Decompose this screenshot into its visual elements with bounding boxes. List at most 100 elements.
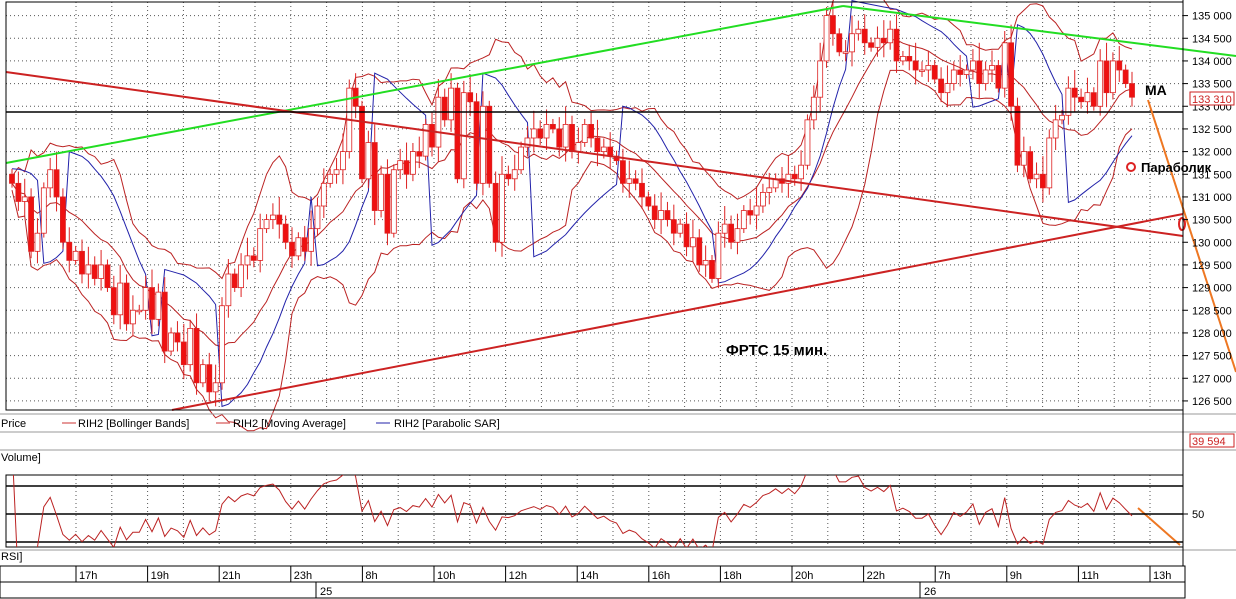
candle-body [702,259,709,266]
y-tick-label: 132 000 [1192,147,1232,159]
candle-body [893,28,900,62]
rsi-tick-label: 50 [1192,509,1204,521]
candle-body [85,264,92,275]
candle-body [1046,137,1053,189]
candle-body [320,182,327,207]
candle-body [225,273,232,307]
candle-body [301,237,308,252]
candle-body [931,65,938,80]
candle-body [21,196,28,202]
volume-value-label: 39 594 [1192,436,1226,448]
candle-body [333,169,340,175]
candle-body [72,250,79,261]
candle-body [791,173,798,180]
candle-body [142,287,149,311]
candle-body [365,142,372,180]
x-tick-label: 9h [1010,570,1022,582]
candle-body [950,69,957,84]
candle-body [1103,60,1110,94]
candle-body [721,223,728,234]
candle-body [371,142,378,211]
candle-body [715,232,722,279]
day-label: 25 [320,586,332,598]
candle-body [1084,92,1091,103]
candle-body [473,101,480,184]
y-tick-label: 131 500 [1192,169,1232,181]
candle-body [925,65,932,71]
candle-body [149,287,155,320]
y-tick-label: 131 000 [1192,192,1232,204]
candle-body [836,33,843,53]
candle-body [785,173,792,184]
legend-bollinger-bands: RIH2 [Bollinger Bands] [78,418,189,430]
candle-body [416,151,423,157]
y-tick-label: 129 500 [1192,260,1232,272]
x-tick-label: 10h [437,570,455,582]
candle-body [492,182,499,243]
candle-body [1122,69,1129,84]
y-tick-label: 134 000 [1192,56,1232,68]
candle-body [900,56,906,62]
candle-body [830,15,836,35]
candle-body [747,210,754,216]
y-tick-label: 130 000 [1192,237,1232,249]
orange-forecast-arrow [1147,99,1236,373]
candle-body [798,164,804,180]
candle-body [454,87,461,180]
candle-body [244,255,251,266]
candle-body [270,214,276,220]
candle-body [518,146,524,171]
candle-body [441,96,448,121]
candle-body [429,124,435,148]
candle-body [938,78,944,94]
legend-moving-average: RIH2 [Moving Average] [233,418,346,430]
candle-body [206,364,213,393]
candle-body [276,214,283,225]
x-tick-label: 11h [1081,570,1099,582]
candle-body [219,305,225,384]
candle-body [588,124,594,139]
x-tick-label: 12h [509,570,527,582]
last-price-box [1189,91,1235,106]
candle-body [359,105,365,180]
y-tick-label: 127 000 [1192,373,1232,385]
candle-body [957,69,964,75]
candle-body [282,223,289,243]
candle-body [709,259,715,279]
candle-body [238,264,244,288]
candle-body [550,124,556,130]
candle-body [410,151,416,175]
candle-body [600,146,607,152]
candle-body [620,160,626,184]
candle-body [810,96,817,121]
candle-body [683,223,690,248]
candle-body [1129,83,1135,98]
candle-body [1116,60,1123,71]
candle-body [79,250,85,275]
candle-body [136,309,143,313]
candle-body [543,124,550,139]
candle-body [467,92,474,103]
candle-body [1020,151,1027,166]
candle-body [480,105,486,184]
candle-body [868,42,874,48]
candle-body [874,37,881,48]
x-tick-label: 22h [867,570,885,582]
y-tick-label: 126 500 [1192,396,1232,408]
candle-body [1001,42,1008,89]
candle-body [1008,42,1014,107]
intersection-marker [1178,217,1186,231]
candle-body [110,287,117,316]
price-axis: 126 500 127 000 127 500 128 000 128 500 129 0… [1183,11,1232,408]
candle-body [645,196,652,207]
candle-body [1065,87,1072,116]
y-tick-label: 129 000 [1192,283,1232,295]
candle-body [1040,173,1046,189]
legend-parabolic-sar: RIH2 [Parabolic SAR] [394,418,500,430]
candle-body [887,28,894,44]
x-tick-label: 19h [151,570,169,582]
candle-body [91,264,98,279]
candle-body [98,264,104,279]
last-price-label: 133 310 [1192,94,1232,106]
